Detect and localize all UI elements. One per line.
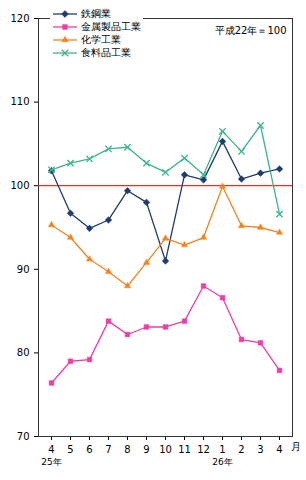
- svg-text:90: 90: [17, 264, 30, 275]
- svg-text:月: 月: [291, 441, 301, 452]
- svg-text:1: 1: [219, 444, 225, 455]
- svg-text:12: 12: [197, 444, 210, 455]
- svg-text:120: 120: [10, 13, 29, 24]
- svg-text:25年: 25年: [41, 457, 61, 467]
- svg-text:7: 7: [105, 444, 111, 455]
- svg-text:11: 11: [178, 444, 191, 455]
- svg-text:4: 4: [276, 444, 282, 455]
- html-text:食料品工業: 食料品工業: [81, 47, 131, 58]
- svg-text:6: 6: [86, 444, 92, 455]
- html-text:金属製品工業: 金属製品工業: [81, 21, 141, 32]
- svg-text:3: 3: [257, 444, 263, 455]
- svg-text:9: 9: [143, 444, 149, 455]
- svg-text:平成22年＝100: 平成22年＝100: [215, 25, 287, 36]
- svg-text:100: 100: [10, 180, 29, 191]
- svg-text:80: 80: [17, 347, 30, 358]
- svg-text:2: 2: [238, 444, 244, 455]
- svg-text:8: 8: [124, 444, 130, 455]
- svg-text:10: 10: [159, 444, 172, 455]
- html-text:鉄鋼業: 鉄鋼業: [81, 8, 111, 19]
- svg-text:4: 4: [48, 444, 54, 455]
- svg-text:70: 70: [17, 431, 30, 442]
- svg-text:26年: 26年: [212, 457, 232, 467]
- html-text:化学工業: 化学工業: [81, 34, 121, 45]
- svg-text:110: 110: [10, 96, 29, 107]
- svg-text:5: 5: [67, 444, 73, 455]
